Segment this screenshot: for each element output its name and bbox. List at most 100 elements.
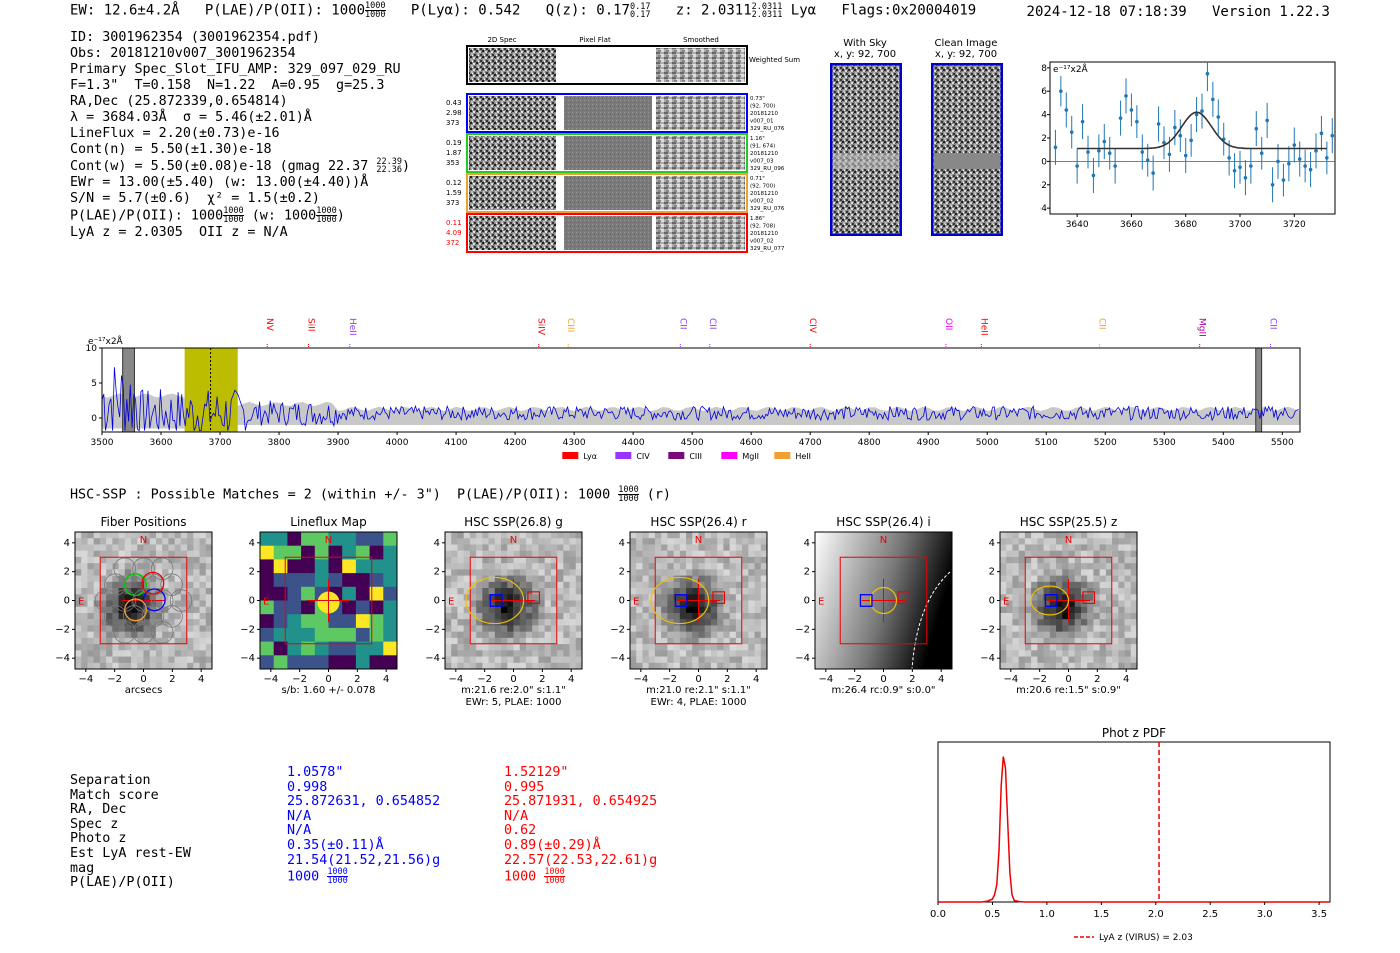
info-id: ID: 3001962354 (3001962354.pdf): [70, 30, 320, 45]
zoom-point: [1243, 175, 1248, 180]
zoom-point: [1270, 182, 1275, 187]
match-label: Separation: [70, 773, 151, 788]
spec2d-row-v3: 373: [446, 199, 459, 207]
spec2d-row-frame: [466, 133, 748, 173]
zoom-point: [1151, 171, 1155, 175]
hsc-xtick: −2: [1032, 674, 1047, 685]
match-label: Spec z: [70, 816, 119, 832]
spec2d-row-v2: 1.59: [446, 189, 462, 197]
zoom-point: [1281, 178, 1286, 182]
zoom-frame: [1049, 61, 1336, 215]
clean-image-cutout: [931, 63, 1003, 236]
spec2d-row-note: (92, 700): [750, 184, 775, 190]
hsc-north-label: N: [1065, 535, 1072, 546]
spec2d-row-note: v007_01: [750, 119, 774, 125]
hsc-ytick: 0: [989, 596, 995, 607]
full-xtick: 4000: [386, 438, 409, 448]
hsc-caption-1: s/b: 1.60 +/- 0.078: [281, 685, 375, 696]
hsc-east-label: E: [448, 597, 454, 608]
full-line-label: CIII: [565, 318, 575, 332]
match-value-red: 0.62: [504, 823, 537, 839]
full-line-label: CII: [1096, 318, 1106, 330]
zoom-point: [1194, 112, 1199, 117]
photz-pdf-chart: Phot z PDF 0.0 0.5 1.0 1.5 2.0 2.5 3.0 3.5 LyA z …: [930, 726, 1331, 943]
info-ewr: EWr = 13.00(±5.40) (w: 13.00(±4.40))Å: [70, 175, 369, 190]
hsc-ytick: 2: [619, 567, 625, 578]
zoom-point: [1086, 150, 1090, 154]
hsc-panel-title: Lineflux Map: [290, 515, 366, 529]
spec2d-row-v3: 373: [446, 119, 459, 127]
hsc-panel-title: HSC SSP(26.8) g: [464, 515, 563, 529]
full-xtick: 4900: [917, 438, 940, 448]
zoom-point: [1156, 122, 1161, 126]
hsc-aperture-circle: [869, 586, 898, 615]
zoom-ytick: −2: [1040, 181, 1047, 191]
hsc-ytick: 0: [64, 596, 70, 607]
hsc-xtick: −4: [818, 674, 833, 685]
full-xtick: 3700: [209, 438, 232, 448]
spec2d-row-v1: 0.43: [446, 99, 462, 107]
photz-xtick: 1.5: [1093, 909, 1109, 920]
hsc-caption-1: m:20.6 re:1.5" s:0.9": [1016, 685, 1121, 696]
hsc-ytick: −2: [980, 624, 995, 635]
spec2d-row-note: 20181210: [750, 151, 778, 157]
zoom-point: [1091, 173, 1096, 178]
zoom-point: [1140, 150, 1145, 154]
zoom-point: [1113, 164, 1117, 168]
zoom-point: [1249, 164, 1253, 168]
zoom-point: [1254, 126, 1259, 131]
match-value-blue: 1000 1000 1000: [287, 867, 348, 887]
spec2d-row-note: 20181210: [750, 111, 778, 117]
full-legend-label: CIII: [689, 452, 702, 461]
hsc-aperture-ellipse: [1030, 585, 1070, 616]
full-xtick: 4500: [681, 438, 704, 448]
zoom-point: [1178, 133, 1183, 138]
match-value-blue: N/A: [287, 808, 312, 824]
spec2d-row-frame: [466, 93, 748, 133]
full-line-label: NV: [264, 318, 274, 332]
zoom-ytick: 0: [1041, 157, 1047, 167]
spec2d-row: 0.19 1.87 353 1.16" (91, 674)20181210 v007_03…: [446, 133, 785, 173]
zoom-ytick: −4: [1040, 204, 1047, 214]
full-line-label: CII: [677, 318, 687, 330]
hsc-search-box: [1024, 556, 1113, 645]
spec2d-row-note: 20181210: [750, 231, 778, 237]
hsc-ytick: 4: [989, 538, 995, 549]
hsc-ytick: −2: [240, 624, 255, 635]
with-sky-cutout: [830, 63, 902, 236]
hsc-panel-title: HSC SSP(25.5) z: [1020, 515, 1118, 529]
spec2d-row-note: (91, 674): [750, 144, 775, 150]
full-frame: [101, 347, 1301, 433]
spec2d-row-note: 0.71": [750, 176, 765, 182]
match-value-red: 1.52129": [504, 765, 569, 780]
hsc-fiber: [113, 557, 136, 580]
zoom-point: [1265, 118, 1269, 123]
hsc-north-label: N: [510, 535, 517, 546]
match-value-red: N/A: [504, 808, 529, 824]
header-datetime: 2024-12-18 07:18:39 Version 1.22.3: [1026, 4, 1330, 20]
spec2d-row-note: 20181210: [750, 191, 778, 197]
photz-xtick: 1.0: [1039, 909, 1055, 920]
zoom-ylabel: e⁻¹⁷x2Å: [1053, 63, 1089, 75]
full-xtick: 4800: [858, 438, 881, 448]
col-label-pixelflat: Pixel Flat: [579, 36, 611, 44]
zoom-point: [1129, 108, 1134, 112]
match-value-blue: 1.0578": [287, 765, 344, 780]
info-primary: Primary Spec_Slot_IFU_AMP: 329_097_029_R…: [70, 62, 401, 77]
zoom-point: [1124, 94, 1128, 98]
full-xtick: 5500: [1271, 438, 1294, 448]
full-line-label: CII: [707, 318, 717, 330]
spec2d-row-frame: [466, 173, 748, 213]
hsc-xtick: 2: [354, 674, 360, 685]
hsc-xtick: 2: [539, 674, 545, 685]
zoom-point: [1097, 149, 1101, 153]
full-xtick: 4700: [799, 438, 822, 448]
hsc-aperture-ellipse: [465, 576, 525, 625]
hsc-caption-1: m:26.4 rc:0.9" s:0.0": [831, 685, 935, 696]
zoom-point: [1205, 71, 1210, 76]
ew-value: EW: 12.6±4.2Å: [70, 2, 180, 19]
match-label: Photo z: [70, 831, 127, 847]
match-label: Est LyA rest-EW: [70, 845, 191, 861]
hsc-xtick: −4: [78, 674, 93, 685]
